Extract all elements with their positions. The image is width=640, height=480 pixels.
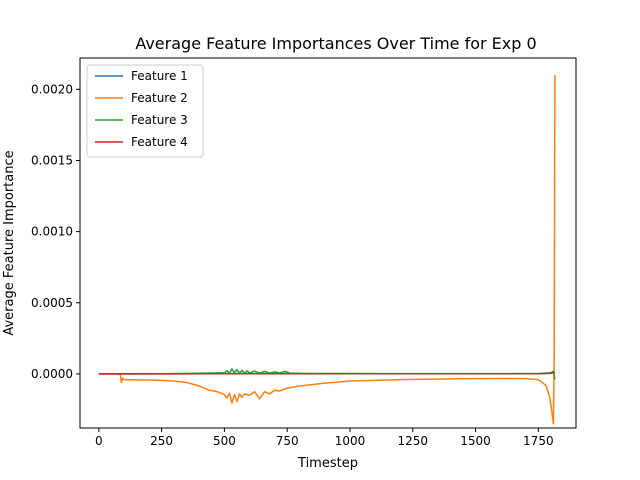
y-ticks: 0.0000 0.0005 0.0010 0.0015 0.0020 bbox=[31, 82, 80, 381]
legend-label-feature-1: Feature 1 bbox=[131, 69, 188, 83]
x-tick-label: 500 bbox=[213, 434, 236, 448]
y-tick-label: 0.0020 bbox=[31, 82, 73, 96]
x-tick-label: 1750 bbox=[523, 434, 554, 448]
legend-label-feature-3: Feature 3 bbox=[131, 113, 188, 127]
y-tick-label: 0.0010 bbox=[31, 225, 73, 239]
chart-title: Average Feature Importances Over Time fo… bbox=[135, 34, 536, 53]
series-group bbox=[98, 75, 556, 425]
x-axis-label: Timestep bbox=[297, 456, 358, 471]
y-tick-label: 0.0000 bbox=[31, 367, 73, 381]
x-tick-label: 250 bbox=[150, 434, 173, 448]
x-tick-label: 750 bbox=[276, 434, 299, 448]
legend: Feature 1 Feature 2 Feature 3 Feature 4 bbox=[86, 64, 204, 158]
y-axis-label: Average Feature Importance bbox=[2, 150, 17, 335]
x-tick-label: 1250 bbox=[397, 434, 428, 448]
y-tick-label: 0.0005 bbox=[31, 296, 73, 310]
series-line-feature-2 bbox=[98, 75, 556, 425]
plot-frame bbox=[79, 57, 577, 429]
y-tick-label: 0.0015 bbox=[31, 153, 73, 167]
x-tick-label: 1500 bbox=[460, 434, 491, 448]
series-line-feature-4 bbox=[98, 371, 556, 375]
x-tick-label: 1000 bbox=[335, 434, 366, 448]
legend-box bbox=[86, 64, 204, 158]
legend-label-feature-4: Feature 4 bbox=[131, 135, 188, 149]
x-tick-label: 0 bbox=[95, 434, 103, 448]
legend-label-feature-2: Feature 2 bbox=[131, 91, 188, 105]
x-ticks: 0 250 500 750 1000 1250 1500 1750 bbox=[95, 428, 554, 448]
